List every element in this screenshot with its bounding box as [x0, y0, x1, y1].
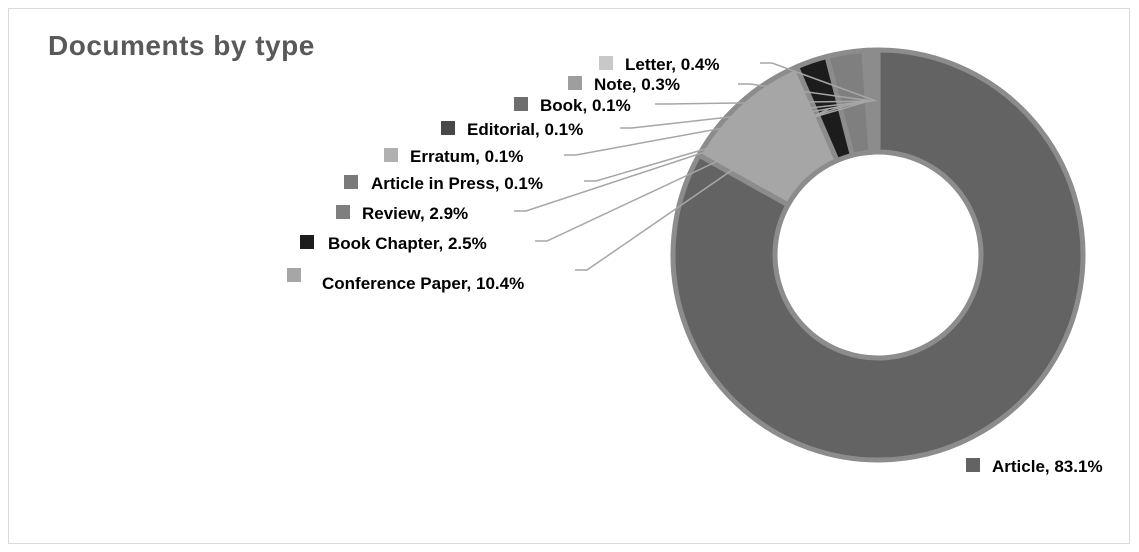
legend-key-book-chapter [300, 235, 314, 249]
data-label-editorial: Editorial, 0.1% [467, 120, 583, 139]
data-label-article: Article, 83.1% [992, 457, 1103, 476]
legend-key-editorial [441, 121, 455, 135]
legend-key-note [568, 76, 582, 90]
leader-line-editorial [620, 100, 870, 129]
leader-line-note [738, 83, 873, 102]
data-label-review: Review, 2.9% [362, 204, 468, 223]
data-label-note: Note, 0.3% [594, 75, 680, 94]
data-label-conference-paper: Conference Paper, 10.4% [322, 274, 524, 293]
leader-line-article-in-press [584, 100, 869, 182]
legend-key-letter [599, 56, 613, 70]
leader-line-book-chapter [535, 108, 829, 242]
legend-key-conference-paper [287, 268, 301, 282]
slice-article [670, 47, 1086, 463]
leader-line-erratum [564, 100, 869, 156]
leader-line-book [655, 100, 871, 105]
leader-line-letter [760, 62, 877, 102]
leader-line-conference-paper [575, 140, 776, 271]
leader-line-review [514, 102, 854, 212]
legend-key-article [966, 458, 980, 472]
legend-key-erratum [384, 148, 398, 162]
data-label-book-chapter: Book Chapter, 2.5% [328, 234, 487, 253]
data-label-letter: Letter, 0.4% [625, 55, 720, 74]
data-label-erratum: Erratum, 0.1% [410, 147, 523, 166]
legend-key-review [336, 205, 350, 219]
data-label-book: Book, 0.1% [540, 96, 631, 115]
data-label-article-in-press: Article in Press, 0.1% [371, 174, 543, 193]
legend-key-article-in-press [344, 175, 358, 189]
legend-key-book [514, 97, 528, 111]
chart-title: Documents by type [48, 30, 315, 61]
